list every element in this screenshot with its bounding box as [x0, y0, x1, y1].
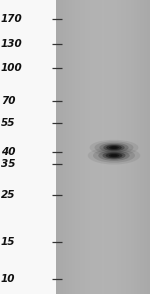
Text: 170: 170	[1, 14, 22, 24]
Bar	[137, 0, 139, 294]
Ellipse shape	[90, 140, 138, 156]
Bar	[109, 0, 110, 294]
Bar	[56, 0, 58, 294]
Bar	[102, 0, 104, 294]
Bar	[101, 0, 102, 294]
Ellipse shape	[94, 141, 134, 154]
Bar	[134, 0, 136, 294]
Bar	[117, 0, 118, 294]
Ellipse shape	[99, 143, 129, 153]
Ellipse shape	[88, 147, 140, 165]
Bar	[63, 0, 64, 294]
Text: 70: 70	[1, 96, 15, 106]
Bar	[58, 0, 59, 294]
Text: 55: 55	[1, 118, 15, 128]
Ellipse shape	[106, 153, 122, 158]
Bar	[115, 0, 117, 294]
Ellipse shape	[111, 147, 117, 148]
Bar	[107, 0, 109, 294]
Bar	[66, 0, 67, 294]
Bar	[56, 0, 150, 294]
Bar	[64, 0, 66, 294]
Ellipse shape	[111, 154, 117, 157]
Bar	[129, 0, 131, 294]
Bar	[67, 0, 69, 294]
Bar	[139, 0, 140, 294]
Ellipse shape	[93, 149, 135, 163]
Bar	[148, 0, 150, 294]
Bar	[0, 0, 56, 294]
Bar	[96, 0, 98, 294]
Bar	[86, 0, 88, 294]
Bar	[61, 0, 63, 294]
Bar	[91, 0, 93, 294]
Text: 35: 35	[1, 159, 15, 169]
Ellipse shape	[103, 144, 125, 151]
Text: 15: 15	[1, 237, 15, 247]
Bar	[132, 0, 134, 294]
Text: 40: 40	[1, 147, 15, 157]
Bar	[113, 0, 115, 294]
Bar	[110, 0, 112, 294]
Bar	[82, 0, 83, 294]
Bar	[120, 0, 121, 294]
Bar	[131, 0, 132, 294]
Bar	[123, 0, 125, 294]
Bar	[78, 0, 80, 294]
Bar	[75, 0, 77, 294]
Bar	[104, 0, 105, 294]
Bar	[94, 0, 96, 294]
Bar	[128, 0, 129, 294]
Bar	[118, 0, 120, 294]
Bar	[144, 0, 145, 294]
Bar	[136, 0, 137, 294]
Text: 130: 130	[1, 39, 22, 49]
Bar	[74, 0, 75, 294]
Ellipse shape	[109, 154, 119, 157]
Bar	[69, 0, 70, 294]
Bar	[112, 0, 113, 294]
Bar	[88, 0, 90, 294]
Text: 100: 100	[1, 63, 22, 73]
Bar	[142, 0, 144, 294]
Bar	[99, 0, 101, 294]
Bar	[59, 0, 61, 294]
Bar	[125, 0, 126, 294]
Text: 10: 10	[1, 274, 15, 284]
Bar	[85, 0, 86, 294]
Bar	[70, 0, 72, 294]
Ellipse shape	[98, 151, 130, 161]
Ellipse shape	[106, 145, 122, 150]
Ellipse shape	[109, 146, 119, 149]
Bar	[80, 0, 82, 294]
Bar	[145, 0, 147, 294]
Bar	[90, 0, 91, 294]
Bar	[147, 0, 148, 294]
Ellipse shape	[102, 152, 126, 159]
Bar	[126, 0, 128, 294]
Text: 25: 25	[1, 190, 15, 200]
Bar	[98, 0, 99, 294]
Bar	[77, 0, 78, 294]
Bar	[105, 0, 107, 294]
Bar	[121, 0, 123, 294]
Bar	[93, 0, 94, 294]
Bar	[140, 0, 142, 294]
Bar	[83, 0, 85, 294]
Bar	[72, 0, 74, 294]
